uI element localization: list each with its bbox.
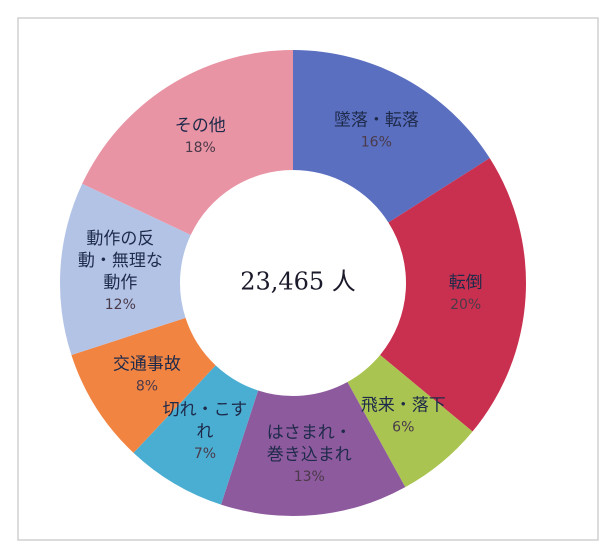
- value-label: 7%: [194, 446, 216, 462]
- slice-label: 巻き込まれ: [267, 445, 352, 465]
- value-label: 16%: [361, 134, 392, 150]
- center-text: 23,465 人: [240, 268, 356, 296]
- slice-label: 動作: [103, 273, 137, 293]
- slice: [380, 158, 526, 432]
- slice-label: 動・無理な: [78, 251, 163, 271]
- value-label: 6%: [392, 419, 414, 435]
- value-label: 13%: [294, 469, 325, 485]
- value-label: 20%: [450, 297, 481, 313]
- value-label: 12%: [105, 297, 136, 313]
- slice-label: 切れ・こす: [163, 400, 248, 420]
- slice: [347, 355, 473, 488]
- value-label: 18%: [185, 140, 216, 156]
- slice: [133, 365, 259, 505]
- value-label: 8%: [136, 379, 158, 395]
- slice-label: れ: [196, 422, 213, 442]
- slice-label: 動作の反: [86, 229, 154, 249]
- slice-label: 飛来・落下: [361, 395, 446, 415]
- slice-label: その他: [175, 116, 226, 136]
- slice-label: 交通事故: [113, 355, 181, 375]
- labels: 墜落・転落 16% 転倒 20% 飛来・落下 6% はさまれ・巻き込まれ 13% 切れ・こすれ 7…: [78, 110, 483, 485]
- slice: [82, 50, 294, 235]
- slice: [293, 50, 490, 223]
- slices: [60, 50, 526, 516]
- slice: [60, 183, 191, 356]
- slice: [71, 317, 216, 453]
- slice-label: 転倒: [449, 273, 483, 293]
- slice-label: はさまれ・: [267, 423, 352, 443]
- slice: [220, 382, 406, 516]
- slice-label: 墜落・転落: [334, 110, 419, 130]
